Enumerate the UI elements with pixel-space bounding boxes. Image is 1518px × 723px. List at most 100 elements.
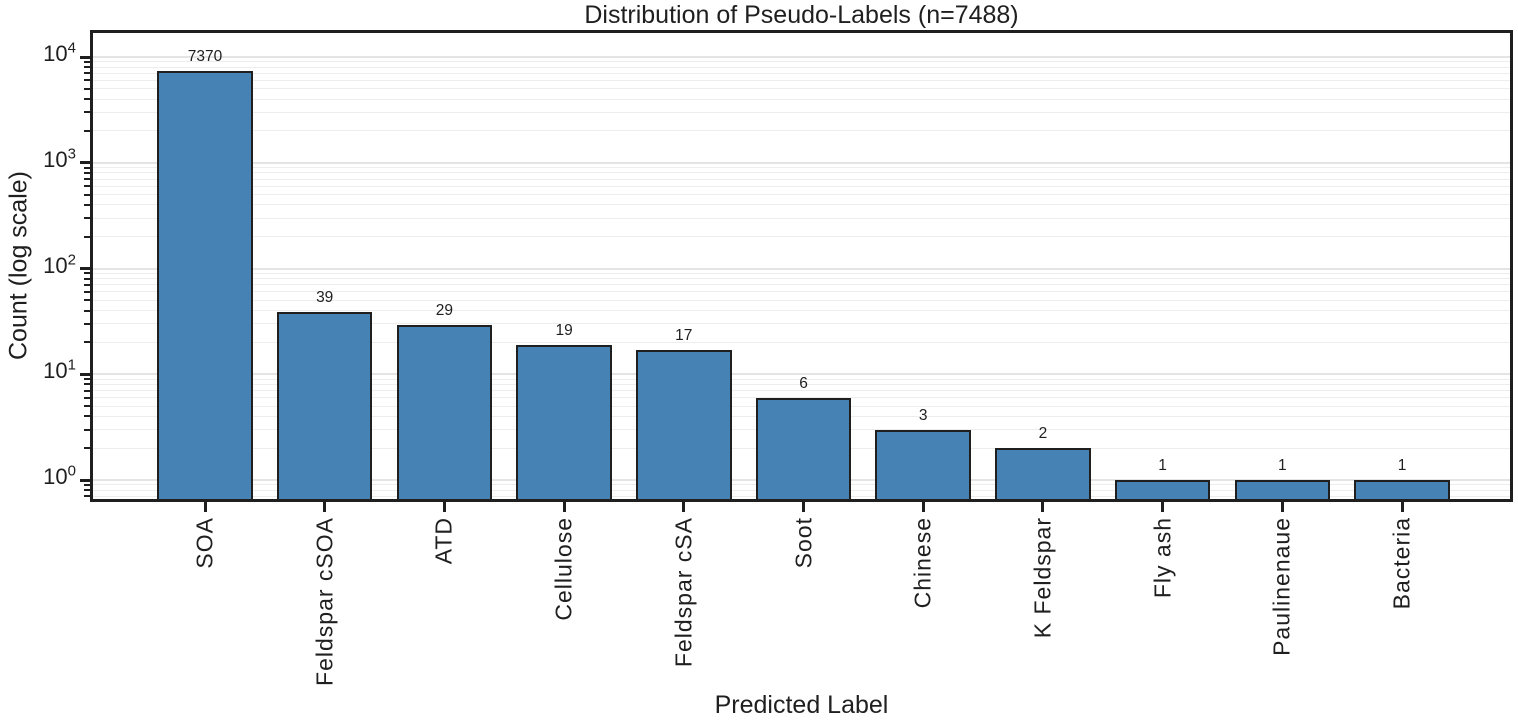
y-axis-minor-tick	[84, 66, 90, 69]
minor-gridline	[93, 172, 1510, 174]
y-axis-minor-tick	[84, 111, 90, 114]
y-axis-minor-tick	[84, 405, 90, 408]
y-axis-minor-tick	[84, 322, 90, 325]
x-axis-tick	[1161, 501, 1165, 512]
y-axis-minor-tick	[84, 389, 90, 392]
y-axis-tick-label: 100	[43, 462, 76, 489]
bar	[157, 71, 253, 499]
x-axis-tick-label: Feldspar cSOA	[311, 517, 338, 686]
y-axis-minor-tick	[84, 447, 90, 450]
x-axis-tick-label: Soot	[790, 517, 816, 569]
y-axis-minor-tick	[84, 193, 90, 196]
y-axis-tick-label: 103	[43, 145, 76, 172]
y-axis-major-tick	[80, 478, 90, 482]
y-axis-major-tick	[80, 161, 90, 165]
minor-gridline	[93, 236, 1510, 238]
y-axis-tick-label: 101	[43, 356, 76, 384]
minor-gridline	[93, 111, 1510, 113]
major-gridline	[93, 161, 1510, 164]
y-axis-major-tick	[80, 372, 90, 376]
y-axis-minor-tick	[84, 283, 90, 286]
x-axis-tick	[1400, 501, 1404, 512]
bar	[755, 397, 852, 499]
minor-gridline	[93, 185, 1510, 187]
x-axis-tick-label: Bacteria	[1388, 517, 1415, 610]
minor-gridline	[93, 98, 1510, 100]
x-axis-tick	[442, 501, 446, 512]
minor-gridline	[93, 272, 1510, 274]
x-axis-tick-label: Paulinenaue	[1268, 517, 1295, 656]
y-axis-minor-tick	[84, 341, 90, 344]
x-axis-tick-label: Fly ash	[1149, 517, 1176, 599]
minor-gridline	[93, 217, 1510, 219]
y-axis-minor-tick	[84, 72, 90, 75]
minor-gridline	[93, 72, 1510, 74]
y-axis-tick-label: 104	[43, 39, 76, 66]
y-axis-minor-tick	[84, 290, 90, 293]
x-axis-tick-label: K Feldspar	[1029, 517, 1056, 639]
bar	[1354, 480, 1450, 499]
bar	[1114, 480, 1211, 499]
y-axis-minor-tick	[84, 383, 90, 386]
x-axis-tick-label: Cellulose	[550, 517, 577, 621]
y-axis-minor-tick	[84, 428, 90, 431]
minor-gridline	[93, 79, 1510, 81]
y-axis-minor-tick	[84, 60, 90, 63]
y-axis-major-tick	[80, 55, 90, 59]
y-axis-minor-tick	[84, 178, 90, 181]
bar-value-label: 19	[555, 321, 573, 339]
bar	[636, 349, 732, 499]
x-axis-tick	[203, 501, 207, 512]
bar-value-label: 3	[918, 406, 928, 424]
x-axis-tick	[802, 501, 805, 512]
y-axis-minor-tick	[84, 79, 90, 82]
bar-value-label: 1	[1158, 457, 1167, 474]
y-axis-minor-tick	[84, 299, 90, 302]
minor-gridline	[93, 66, 1510, 68]
x-axis-tick	[323, 501, 327, 512]
minor-gridline	[93, 130, 1510, 132]
y-axis-tick-label: 102	[43, 251, 76, 278]
y-axis-minor-tick	[84, 129, 90, 132]
bar-value-label: 29	[435, 302, 454, 320]
x-axis-tick	[562, 501, 566, 512]
bar	[396, 325, 493, 499]
y-axis-minor-tick	[84, 396, 90, 399]
y-axis-minor-tick	[84, 166, 90, 169]
bar-value-label: 17	[675, 326, 693, 344]
bar-value-label: 39	[316, 288, 334, 306]
x-axis-label: Predicted Label	[714, 691, 889, 719]
major-gridline	[93, 267, 1510, 270]
x-axis-tick	[682, 501, 686, 512]
y-axis-minor-tick	[84, 87, 90, 90]
y-axis-minor-tick	[84, 185, 90, 188]
bar-value-label: 2	[1038, 425, 1048, 443]
y-axis-minor-tick	[84, 235, 90, 238]
minor-gridline	[93, 291, 1510, 293]
bar-value-label: 1	[1277, 457, 1287, 474]
y-axis-minor-tick	[84, 98, 90, 101]
minor-gridline	[93, 88, 1510, 90]
y-axis-major-tick	[80, 267, 90, 270]
y-axis-minor-tick	[84, 415, 90, 418]
y-axis-minor-tick	[84, 277, 90, 280]
bar-value-label: 7370	[187, 48, 223, 65]
x-axis-tick-label: Chinese	[909, 517, 936, 609]
chart-title: Distribution of Pseudo-Labels (n=7488)	[584, 1, 1019, 29]
y-axis-minor-tick	[84, 378, 90, 381]
plot-inner-area: 7370 39 29 19 17 6 3 2 1 1 1	[93, 33, 1510, 499]
x-axis-tick	[1280, 501, 1284, 512]
bar	[516, 344, 612, 499]
minor-gridline	[93, 284, 1510, 286]
y-axis-minor-tick	[84, 495, 90, 498]
y-axis-minor-tick	[84, 171, 90, 174]
bar	[1234, 480, 1331, 499]
minor-gridline	[93, 299, 1510, 301]
y-axis-minor-tick	[84, 483, 90, 486]
bar-value-label: 1	[1397, 457, 1407, 474]
x-axis-tick-label: Feldspar cSA	[670, 517, 697, 668]
x-axis-tick-label: SOA	[191, 517, 218, 569]
y-axis-minor-tick	[84, 309, 90, 312]
y-axis-minor-tick	[84, 489, 90, 492]
